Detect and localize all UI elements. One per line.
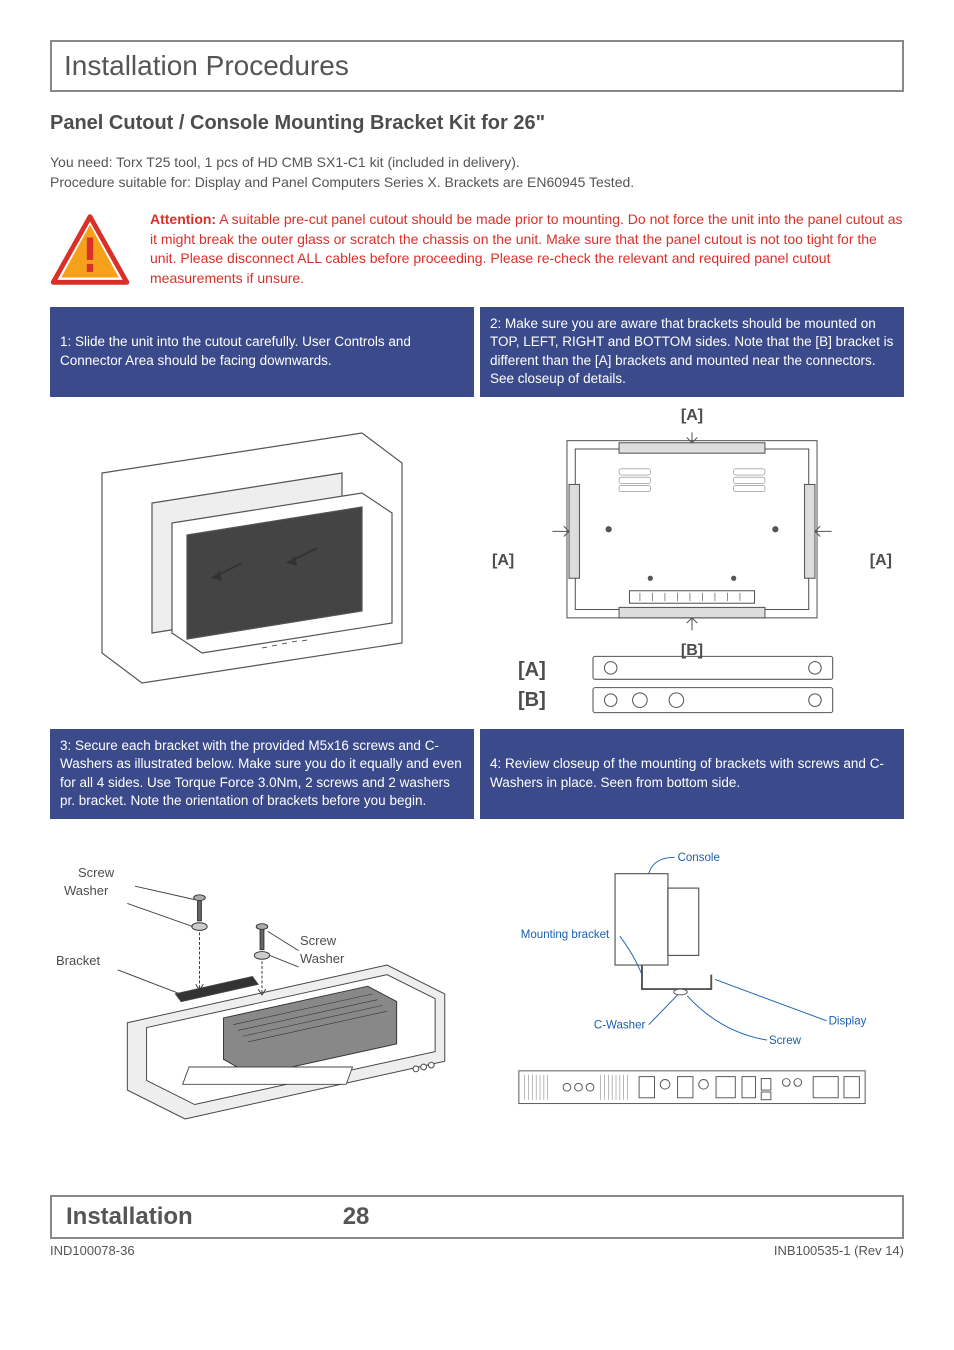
fig2-label-a-right: [A] xyxy=(870,552,892,570)
footer-bar: Installation 28 xyxy=(50,1195,904,1239)
footer-left-code: IND100078-36 xyxy=(50,1243,135,1258)
warning-icon xyxy=(50,212,130,287)
step-4-text: 4: Review closeup of the mounting of bra… xyxy=(490,755,894,791)
fig2-strip-a-label: [A] xyxy=(518,659,546,682)
step-3-figure: Screw Washer Bracket Screw Washer xyxy=(50,825,474,1145)
fig3-washer-1: Washer xyxy=(64,883,108,898)
fig2-label-a-left: [A] xyxy=(492,552,514,570)
fig4-console-label: Console xyxy=(678,852,720,864)
footer-right-code: INB100535-1 (Rev 14) xyxy=(774,1243,904,1258)
step-1-text: 1: Slide the unit into the cutout carefu… xyxy=(60,333,464,369)
intro-line-2: Procedure suitable for: Display and Pane… xyxy=(50,173,904,193)
fig3-washer-2: Washer xyxy=(300,951,344,966)
fig2-label-a-top: [A] xyxy=(681,407,703,425)
section-title: Installation Procedures xyxy=(64,50,890,82)
fig4-display-label: Display xyxy=(829,1016,867,1028)
fig3-bracket: Bracket xyxy=(56,953,100,968)
step-4-header: 4: Review closeup of the mounting of bra… xyxy=(480,729,904,819)
fig2-label-b-bottom: [B] xyxy=(681,642,703,660)
attention-label: Attention: xyxy=(150,211,216,227)
attention-text: Attention: A suitable pre-cut panel cuto… xyxy=(150,210,904,288)
step-2-svg xyxy=(494,409,890,727)
footer-page-number: 28 xyxy=(343,1203,370,1231)
step-4-figure: Console Mounting bracket C-Washer xyxy=(480,825,904,1145)
fig4-cwasher-label: C-Washer xyxy=(594,1020,646,1032)
intro-line-1: You need: Torx T25 tool, 1 pcs of HD CMB… xyxy=(50,153,904,173)
step-3-text: 3: Secure each bracket with the provided… xyxy=(60,737,464,810)
attention-body: A suitable pre-cut panel cutout should b… xyxy=(150,211,903,286)
step-1-figure xyxy=(50,403,474,723)
step-3-header: 3: Secure each bracket with the provided… xyxy=(50,729,474,819)
fig3-screw-2: Screw xyxy=(300,933,336,948)
step-1-svg xyxy=(62,413,462,713)
step-2-figure: [A] [A] [A] [B] xyxy=(480,403,904,723)
footer-installation: Installation xyxy=(66,1203,193,1231)
footer: Installation 28 IND100078-36 INB100535-1… xyxy=(50,1195,904,1258)
step-1-header: 1: Slide the unit into the cutout carefu… xyxy=(50,307,474,397)
fig3-screw-1: Screw xyxy=(78,865,114,880)
step-2-text: 2: Make sure you are aware that brackets… xyxy=(490,315,894,388)
fig2-strip-b-label: [B] xyxy=(518,689,546,712)
steps-grid: 1: Slide the unit into the cutout carefu… xyxy=(50,307,904,1145)
fig4-mounting-bracket-label: Mounting bracket xyxy=(521,929,610,941)
step-2-header: 2: Make sure you are aware that brackets… xyxy=(480,307,904,397)
footer-codes: IND100078-36 INB100535-1 (Rev 14) xyxy=(50,1243,904,1258)
attention-row: Attention: A suitable pre-cut panel cuto… xyxy=(50,210,904,288)
subtitle: Panel Cutout / Console Mounting Bracket … xyxy=(50,112,904,135)
section-title-box: Installation Procedures xyxy=(50,40,904,92)
step-4-svg: Console Mounting bracket C-Washer xyxy=(490,840,894,1129)
step-3-svg xyxy=(60,840,464,1129)
fig4-screw-label: Screw xyxy=(769,1035,802,1047)
intro-text: You need: Torx T25 tool, 1 pcs of HD CMB… xyxy=(50,153,904,192)
